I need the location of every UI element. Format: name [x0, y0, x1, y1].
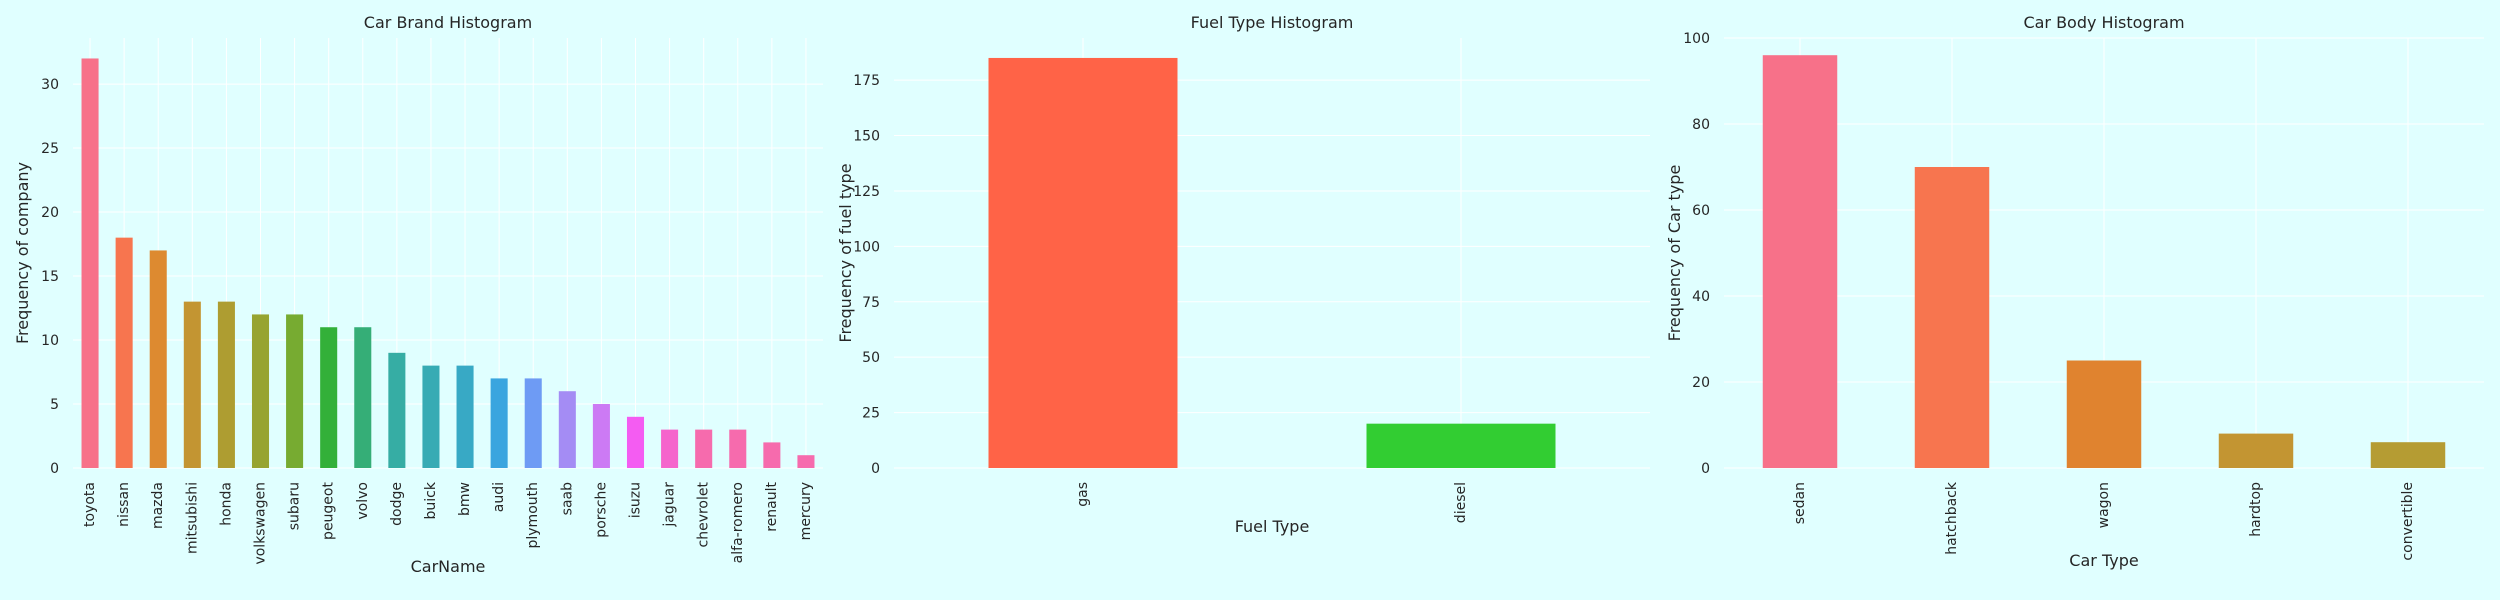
x-tick-label: hardtop: [2248, 482, 2264, 537]
y-tick-label: 100: [1683, 31, 1710, 47]
x-tick-label: alfa-romero: [730, 482, 746, 563]
x-axis-title: CarName: [411, 557, 486, 576]
y-tick-label: 5: [50, 397, 59, 413]
bar-mitsubishi: [183, 301, 201, 468]
chart-title: Car Body Histogram: [2023, 13, 2184, 32]
x-axis-title: Fuel Type: [1235, 517, 1310, 536]
x-tick-label: chevrolet: [696, 481, 712, 547]
y-tick-label: 100: [853, 239, 880, 255]
x-tick-label: gas: [1075, 482, 1091, 507]
bar-volvo: [354, 327, 372, 468]
y-tick-label: 60: [1692, 203, 1710, 219]
y-tick-label: 75: [862, 295, 880, 311]
chart-fuel: 0 25 50 75 100 125 150 175 gas diesel Fuel Type Hi…: [836, 13, 1650, 536]
x-tick-label: isuzu: [628, 482, 644, 518]
bar-gas: [988, 57, 1178, 468]
bar-isuzu: [626, 416, 645, 468]
bar-renault: [763, 442, 781, 468]
y-tick-label: 50: [862, 350, 880, 366]
y-tick-label: 0: [1701, 461, 1710, 477]
y-tick-label: 25: [41, 141, 59, 157]
y-tick-label: 25: [862, 406, 880, 422]
y-tick-label: 175: [853, 73, 880, 89]
y-tick-label: 20: [1692, 375, 1710, 391]
chart-body: 0 20 40 60 80 100 sedan hatchback wagon hardtop co…: [1665, 13, 2484, 570]
x-tick-label: plymouth: [525, 482, 541, 549]
y-tick-label: 150: [853, 129, 880, 145]
bar-jaguar: [661, 429, 679, 468]
x-tick-label: bmw: [457, 482, 473, 516]
y-tick-label: 40: [1692, 289, 1710, 305]
x-tick-label: porsche: [593, 482, 609, 538]
x-tick-label: saab: [559, 482, 575, 515]
x-tick-label: volkswagen: [253, 482, 269, 565]
x-tick-label: mitsubishi: [184, 482, 200, 554]
bar-subaru: [286, 314, 304, 468]
x-tick-label: convertible: [2400, 482, 2416, 561]
x-axis-title: Car Type: [2069, 551, 2138, 570]
bar-honda: [217, 301, 235, 468]
bar-alfa-romero: [729, 429, 747, 468]
chart-brand: 0 5 10 15 20 25 30 toyota nissan mazda mitsubishi h…: [13, 13, 823, 576]
x-tick-label: honda: [218, 482, 234, 526]
x-tick-label: subaru: [287, 482, 303, 530]
bar-audi: [490, 378, 508, 468]
bar-convertible: [2370, 442, 2446, 468]
y-tick-label: 80: [1692, 117, 1710, 133]
y-tick-label: 0: [50, 461, 59, 477]
x-tick-label: toyota: [82, 482, 98, 527]
x-tick-label: jaguar: [662, 482, 678, 528]
bar-chevrolet: [695, 429, 713, 468]
x-tick-label: dodge: [389, 482, 405, 526]
bar-saab: [558, 391, 576, 468]
bar-volkswagen: [251, 314, 270, 468]
chart-title: Car Brand Histogram: [364, 13, 532, 32]
x-tick-label: peugeot: [321, 481, 337, 539]
bar-peugeot: [320, 327, 338, 468]
x-tick-label: audi: [491, 482, 507, 512]
bar-dodge: [388, 352, 406, 468]
x-tick-label: mercury: [798, 482, 814, 540]
bar-bmw: [456, 365, 474, 468]
bar-sedan: [1762, 55, 1838, 468]
bar-plymouth: [524, 378, 542, 468]
y-tick-label: 0: [871, 461, 880, 477]
y-tick-label: 125: [853, 184, 880, 200]
x-tick-label: sedan: [1792, 482, 1808, 524]
bar-hardtop: [2218, 433, 2294, 468]
x-tick-label: diesel: [1453, 482, 1469, 523]
bar-mazda: [149, 250, 167, 468]
y-tick-label: 10: [41, 333, 59, 349]
bar-wagon: [2066, 360, 2142, 468]
x-tick-label: nissan: [116, 482, 132, 527]
x-tick-label: hatchback: [1944, 481, 1960, 555]
x-tick-label: renault: [764, 481, 780, 531]
chart-title: Fuel Type Histogram: [1191, 13, 1354, 32]
y-axis-title: Frequency of company: [13, 162, 32, 344]
bar-hatchback: [1914, 167, 1990, 468]
bar-toyota: [81, 58, 99, 468]
bar-buick: [422, 365, 440, 468]
x-tick-label: buick: [423, 481, 439, 519]
x-tick-label: wagon: [2096, 482, 2112, 528]
y-tick-label: 15: [41, 269, 59, 285]
y-tick-label: 30: [41, 77, 59, 93]
bar-mercury: [797, 455, 815, 468]
x-tick-label: volvo: [355, 482, 371, 520]
y-axis-title: Frequency of Car type: [1665, 165, 1684, 342]
y-tick-label: 20: [41, 205, 59, 221]
bar-porsche: [592, 404, 610, 468]
x-tick-label: mazda: [150, 482, 166, 529]
y-axis-title: Frequency of fuel type: [836, 163, 855, 342]
bar-diesel: [1366, 423, 1556, 468]
bar-nissan: [115, 237, 133, 468]
